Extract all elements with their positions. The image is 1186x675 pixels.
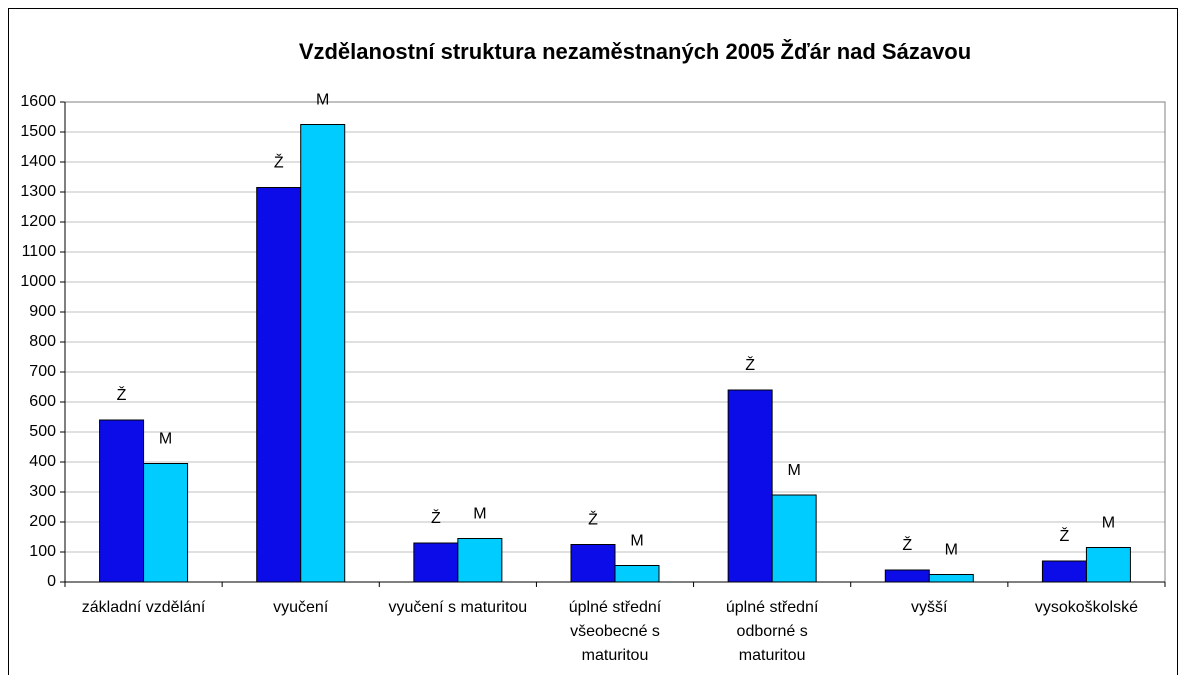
y-tick-label: 1000 — [20, 273, 56, 290]
bar — [771, 494, 817, 583]
y-tick-label: 1200 — [20, 213, 56, 230]
bar — [1041, 560, 1087, 583]
bar — [614, 565, 660, 583]
y-tick-label: 600 — [29, 393, 56, 410]
bar — [413, 542, 459, 583]
bar — [570, 544, 616, 583]
data-label: Ž — [117, 385, 127, 404]
data-label: M — [473, 506, 486, 523]
data-label: Ž — [745, 355, 755, 374]
data-label: M — [787, 462, 800, 479]
data-label: Ž — [274, 153, 284, 172]
data-label: M — [945, 542, 958, 559]
y-tick-label: 100 — [29, 543, 56, 560]
y-tick-label: 1600 — [20, 93, 56, 110]
data-label: M — [1102, 515, 1115, 532]
x-tick-label: vyšší — [911, 599, 948, 616]
y-tick-label: 1100 — [22, 243, 57, 260]
y-tick-label: 500 — [29, 423, 56, 440]
bar — [727, 389, 773, 583]
x-tick-label: vysokoškolské — [1034, 599, 1138, 616]
data-label: Ž — [431, 508, 441, 527]
y-tick-label: 800 — [29, 333, 56, 350]
data-label: Ž — [588, 510, 598, 529]
y-tick-label: 900 — [29, 303, 56, 320]
x-tick-label: úplné střední všeobecné s maturitou — [568, 599, 662, 664]
bar — [457, 538, 503, 583]
x-tick-label: úplné střední odborné s maturitou — [725, 599, 819, 664]
bar — [1085, 547, 1131, 583]
y-tick-label: 200 — [29, 513, 56, 530]
y-tick-label: 400 — [29, 453, 56, 470]
data-label: Ž — [902, 535, 912, 554]
y-tick-label: 300 — [29, 483, 56, 500]
y-tick-label: 700 — [29, 363, 56, 380]
chart-title: Vzdělanostní struktura nezaměstnaných 20… — [299, 39, 971, 64]
bar — [300, 124, 346, 583]
x-tick-label: vyučení — [273, 599, 329, 616]
bar — [99, 419, 145, 583]
bar — [143, 463, 189, 583]
data-label: Ž — [1060, 526, 1070, 545]
y-tick-label: 1400 — [20, 153, 56, 170]
bar — [884, 569, 930, 583]
y-tick-label: 0 — [47, 573, 56, 590]
data-label: M — [159, 431, 172, 448]
bar — [256, 187, 302, 583]
data-label: M — [630, 533, 643, 550]
y-tick-label: 1300 — [20, 183, 56, 200]
data-label: M — [316, 92, 329, 109]
y-tick-label: 1500 — [20, 123, 56, 140]
x-tick-label: základní vzdělání — [81, 599, 206, 616]
x-tick-label: vyučení s maturitou — [388, 599, 528, 616]
bar — [928, 574, 974, 583]
chart-frame — [8, 8, 1178, 675]
